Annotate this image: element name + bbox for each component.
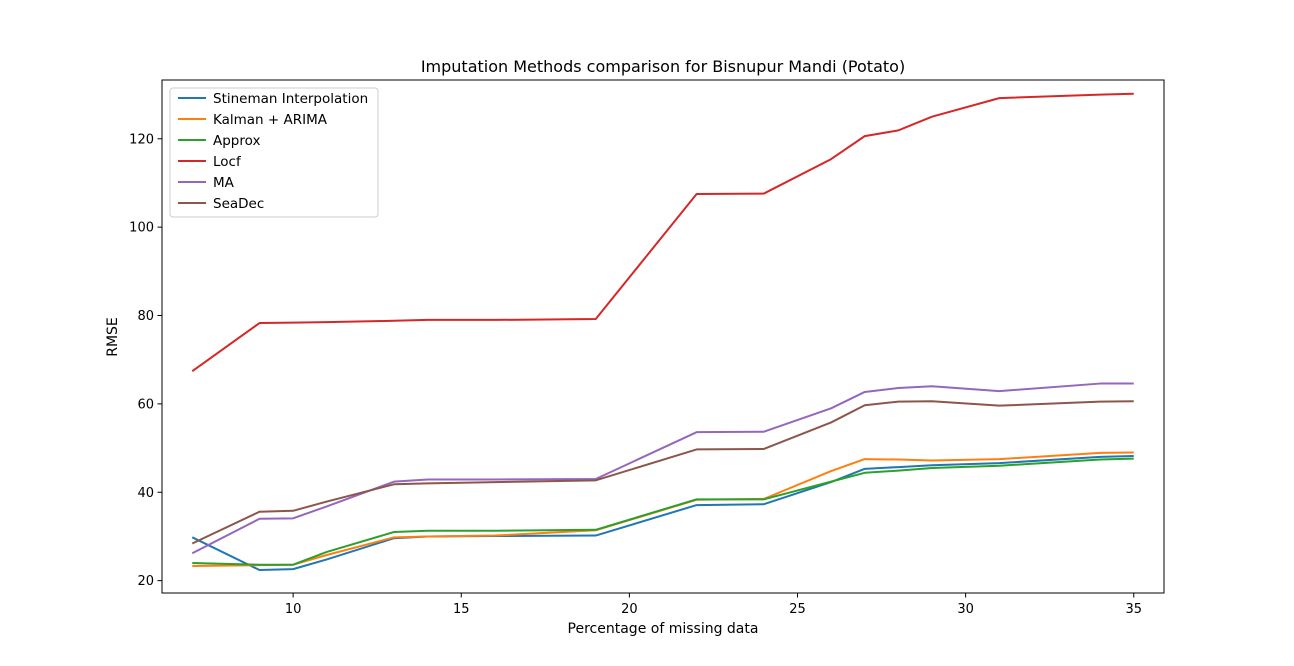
x-tick-label: 25: [789, 602, 806, 617]
series-line-seadec: [191, 400, 1134, 545]
series-line-stineman-interpolation: [191, 455, 1134, 572]
x-axis: 10 15 20 25 30 35: [285, 593, 1142, 617]
y-axis: 20 40 60 80 100 120: [129, 132, 162, 589]
chart-title: Imputation Methods comparison for Bisnup…: [421, 57, 905, 76]
x-tick-label: 35: [1125, 602, 1142, 617]
x-tick-label: 10: [285, 602, 302, 617]
y-axis-label: RMSE: [105, 317, 121, 357]
series-line-approx: [192, 457, 1134, 566]
y-tick-label: 20: [137, 574, 154, 589]
x-tick-label: 30: [957, 602, 974, 617]
y-tick-label: 60: [137, 397, 154, 412]
legend-entry: Locf: [213, 154, 242, 170]
y-tick-label: 40: [137, 486, 154, 501]
y-tick-label: 100: [129, 221, 154, 236]
legend-entry: MA: [213, 175, 235, 191]
x-tick-label: 15: [453, 602, 470, 617]
series-lines: [191, 92, 1134, 572]
series-line-ma: [191, 382, 1134, 555]
legend-entry: Stineman Interpolation: [213, 91, 368, 107]
y-tick-label: 80: [137, 309, 154, 324]
legend-entry: Kalman + ARIMA: [213, 112, 328, 128]
legend-box: [169, 87, 379, 218]
x-tick-label: 20: [621, 602, 638, 617]
legend-entry: Approx: [213, 133, 260, 149]
y-tick-label: 120: [129, 132, 154, 147]
legend: Stineman Interpolation Kalman + ARIMA Appr…: [169, 87, 379, 218]
legend-entry: SeaDec: [213, 196, 264, 212]
series-line-locf: [191, 92, 1134, 373]
x-axis-label: Percentage of missing data: [568, 621, 759, 637]
